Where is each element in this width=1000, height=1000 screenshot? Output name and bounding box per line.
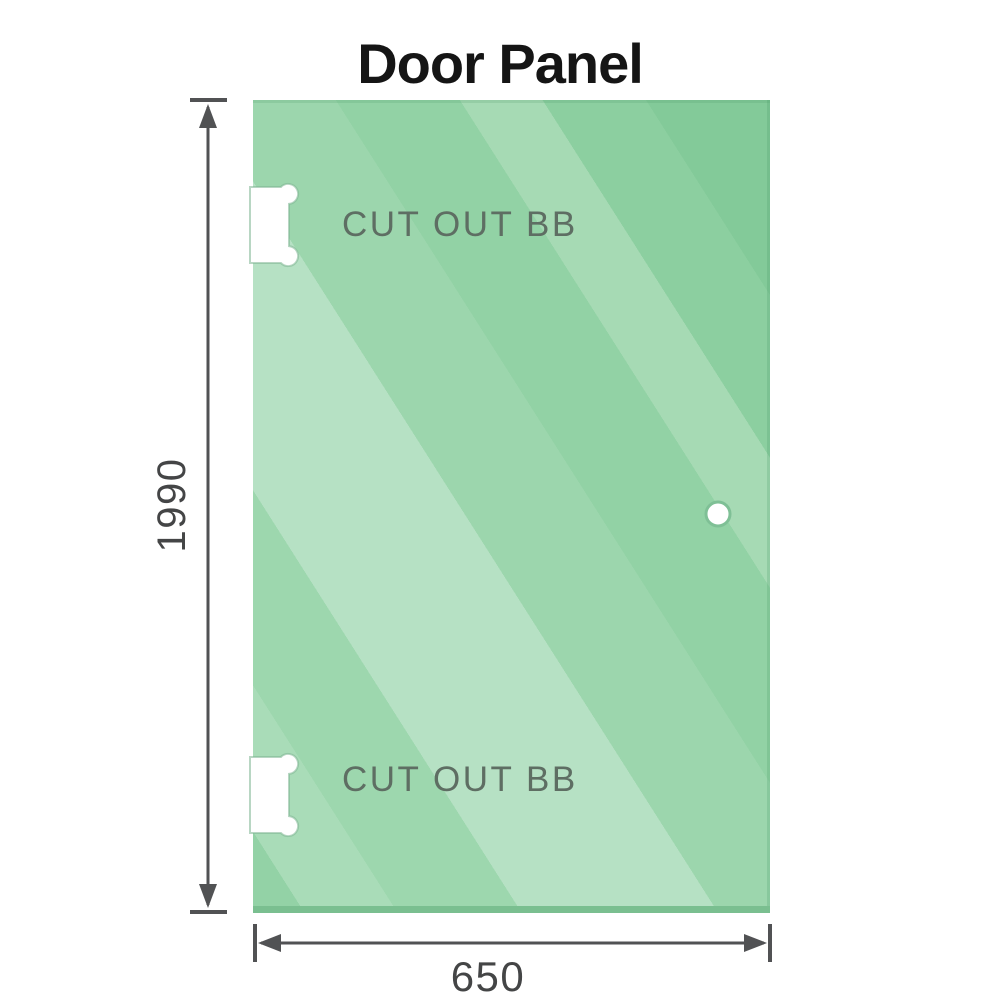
height-dim-value: 1990 [150, 458, 194, 553]
glass-panel-surface [253, 100, 770, 913]
width-dim-arrow-left [258, 934, 281, 952]
glass-right-edge [767, 100, 770, 913]
glass-top-edge [253, 100, 770, 103]
hinge-cutout-top [249, 182, 300, 268]
page-title: Door Panel [357, 32, 643, 95]
hinge-cutout-bottom [249, 752, 300, 838]
height-dimension [190, 98, 227, 914]
handle-hole [704, 500, 732, 528]
cutout-label-bottom: CUT OUT BB [342, 760, 578, 799]
height-dim-arrow-up [199, 104, 217, 128]
glass-bottom-edge [253, 906, 770, 913]
width-dim-arrow-right [744, 934, 767, 952]
cutout-label-top: CUT OUT BB [342, 205, 578, 244]
glass-panel [253, 100, 770, 913]
width-dimension [253, 924, 772, 962]
height-dim-arrow-down [199, 884, 217, 908]
width-dim-value: 650 [451, 953, 526, 1000]
